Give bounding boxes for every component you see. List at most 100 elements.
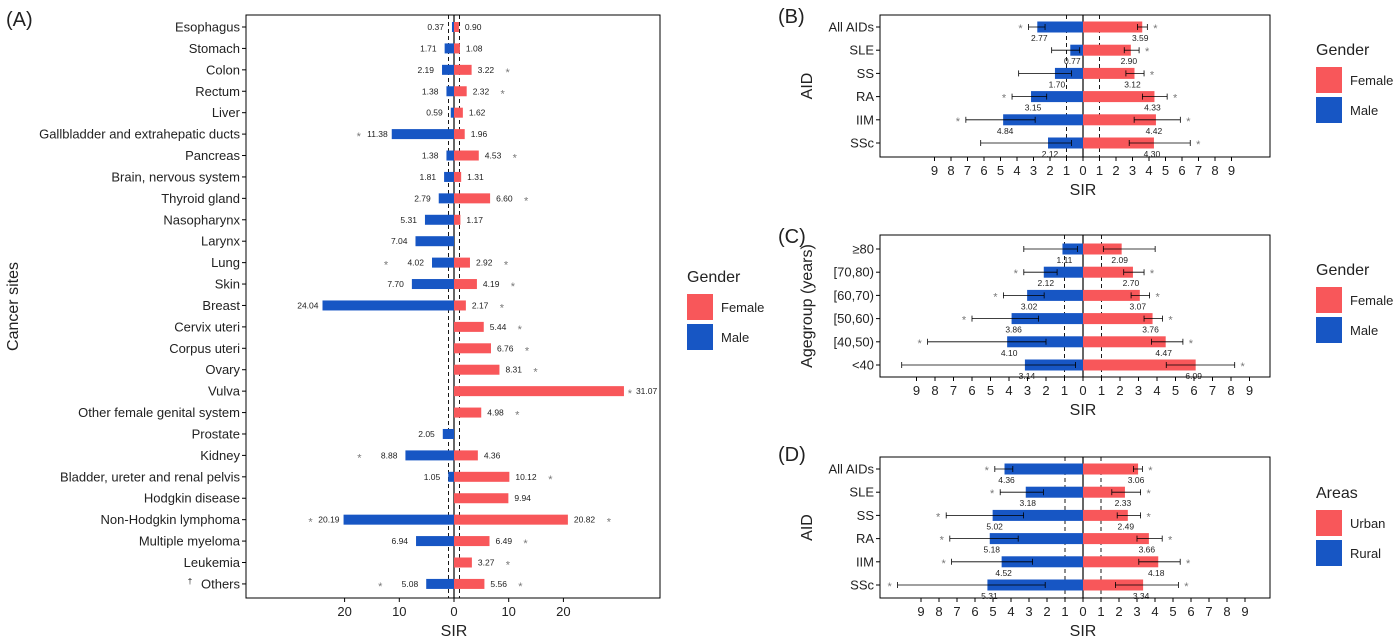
panel-c-x-tick-label: 5 xyxy=(1172,383,1179,398)
panel-a-bar-female xyxy=(454,43,460,54)
panel-a-category-label: Non-Hodgkin lymphoma xyxy=(101,512,241,527)
panel-d-bar-urban xyxy=(1083,579,1144,591)
panel-d-category-label: SLE xyxy=(849,485,874,500)
panel-d-value-label: 3.34 xyxy=(1133,591,1150,601)
panel-a-bar-male xyxy=(451,22,454,32)
panel-a-bar-male xyxy=(426,578,454,589)
panel-c-legend-label: Male xyxy=(1350,323,1378,338)
panel-d-bar-urban xyxy=(1083,556,1159,568)
panel-d-category-label: SS xyxy=(857,508,875,523)
panel-a-significance-mark: * xyxy=(501,88,506,100)
panel-a-bar-male xyxy=(444,43,454,54)
panel-a-x-axis-title: SIR xyxy=(441,623,468,640)
panel-a-value-label: 2.92 xyxy=(476,258,493,268)
panel-a-value-label: 20.19 xyxy=(318,515,340,525)
panel-b-bar-female xyxy=(1083,114,1156,126)
panel-c-value-label: 3.07 xyxy=(1130,301,1147,311)
panel-a-bar-female xyxy=(454,557,472,568)
panel-a-category-label: Thyroid gland xyxy=(161,191,240,206)
panel-d-value-label: 4.52 xyxy=(995,568,1012,578)
panel-b-significance-mark: * xyxy=(956,116,961,128)
panel-d-value-label: 4.36 xyxy=(998,475,1015,485)
panel-b-x-tick-label: 7 xyxy=(964,163,971,178)
panel-d-significance-mark: * xyxy=(940,535,945,547)
panel-a-bar-female xyxy=(454,214,461,225)
panel-a-value-label: 4.98 xyxy=(487,408,504,418)
panel-c-bar-female xyxy=(1083,359,1196,371)
panel-a-category-label: Other female genital system xyxy=(78,405,240,420)
panel-b-category-label: All AIDs xyxy=(828,20,874,35)
panel-a-bar-male xyxy=(416,536,454,547)
panel-d-x-tick-label: 8 xyxy=(1223,604,1230,619)
panel-a-category-label: Liver xyxy=(212,105,241,120)
panel-a-bar-male xyxy=(322,300,454,311)
panel-b-x-tick-label: 4 xyxy=(1145,163,1152,178)
panel-d-legend-swatch-urban xyxy=(1316,510,1342,536)
panel-b-x-tick-label: 2 xyxy=(1112,163,1119,178)
panel-a-value-label: 20.82 xyxy=(574,515,596,525)
panel-d-x-tick-label: 3 xyxy=(1133,604,1140,619)
panel-a-value-label: 11.38 xyxy=(367,129,388,139)
panel-a-bar-male xyxy=(450,107,454,118)
panel-a-x-tick-label: 10 xyxy=(392,604,406,619)
panel-a-category-label: Brain, nervous system xyxy=(111,169,240,184)
panel-c-value-label: 4.47 xyxy=(1155,348,1172,358)
panel-a-bar-female xyxy=(454,407,482,418)
panel-a: Esophagus 0.90 0.37 Stomach 1.08 1.71 Colon 3.2… xyxy=(5,9,764,640)
panel-d-value-label: 2.33 xyxy=(1115,498,1132,508)
panel-a-value-label: 4.53 xyxy=(485,151,502,161)
panel-a-bar-female xyxy=(454,536,490,547)
panel-a-significance-mark: * xyxy=(518,581,523,593)
panel-d-panel-label: (D) xyxy=(778,444,806,466)
panel-c-category-label: ≥80 xyxy=(852,242,874,257)
panel-b-value-label: 3.59 xyxy=(1132,33,1149,43)
panel-b-category-label: RA xyxy=(856,89,874,104)
panel-a-value-label: 9.94 xyxy=(514,493,531,503)
panel-a-bar-female xyxy=(454,22,459,32)
panel-c-x-tick-label: 8 xyxy=(1227,383,1234,398)
panel-a-bar-male xyxy=(446,150,454,161)
panel-c-value-label: 6.09 xyxy=(1185,371,1202,381)
panel-a-category-label: Larynx xyxy=(201,234,241,249)
panel-a-value-label: 8.31 xyxy=(505,365,522,375)
panel-c-frame xyxy=(879,234,1271,378)
panel-c-y-axis-title: Agegroup (years) xyxy=(799,244,816,368)
panel-a-bar-female xyxy=(454,450,478,461)
panel-c-x-tick-label: 9 xyxy=(1246,383,1253,398)
panel-d-legend-title: Areas xyxy=(1316,485,1358,502)
panel-c-significance-mark: * xyxy=(1168,315,1173,327)
panel-d-x-tick-label: 9 xyxy=(1241,604,1248,619)
panel-b-value-label: 4.30 xyxy=(1144,149,1161,159)
panel-a-category-label: Esophagus xyxy=(175,20,241,35)
panel-d-significance-mark: * xyxy=(936,511,941,523)
panel-a-value-label: 0.37 xyxy=(427,22,444,32)
panel-b-x-tick-label: 1 xyxy=(1063,163,1070,178)
panel-d-bar-rural xyxy=(1025,486,1083,498)
panel-a-significance-mark: * xyxy=(308,517,313,529)
panel-a-legend-label: Female xyxy=(721,300,764,315)
panel-d-significance-mark: * xyxy=(990,488,995,500)
panel-a-significance-mark: * xyxy=(513,153,518,165)
panel-a-value-label: 5.31 xyxy=(400,215,417,225)
panel-a-legend-swatch-female xyxy=(687,294,713,320)
panel-c-category-label: [40,50) xyxy=(834,334,874,349)
panel-a-bar-female xyxy=(454,129,465,140)
panel-d-x-tick-label: 9 xyxy=(917,604,924,619)
panel-a-x-tick-label: 0 xyxy=(450,604,457,619)
panel-c-bar-male xyxy=(1043,266,1083,278)
panel-d-value-label: 3.66 xyxy=(1139,545,1156,555)
panel-b-x-tick-label: 4 xyxy=(1013,163,1020,178)
panel-d-x-tick-label: 8 xyxy=(935,604,942,619)
panel-b-significance-mark: * xyxy=(1145,46,1150,58)
panel-d-x-tick-label: 5 xyxy=(989,604,996,619)
panel-c-significance-mark: * xyxy=(1241,361,1246,373)
panel-b-significance-mark: * xyxy=(1196,139,1201,151)
panel-c-x-tick-label: 7 xyxy=(950,383,957,398)
panel-a-bar-female xyxy=(454,150,479,161)
panel-a-category-label: Vulva xyxy=(208,384,241,399)
panel-a-bar-male xyxy=(411,279,454,290)
panel-d-category-label: IIM xyxy=(856,554,874,569)
panel-c-legend-swatch-female xyxy=(1316,287,1342,313)
panel-d-x-tick-label: 1 xyxy=(1097,604,1104,619)
